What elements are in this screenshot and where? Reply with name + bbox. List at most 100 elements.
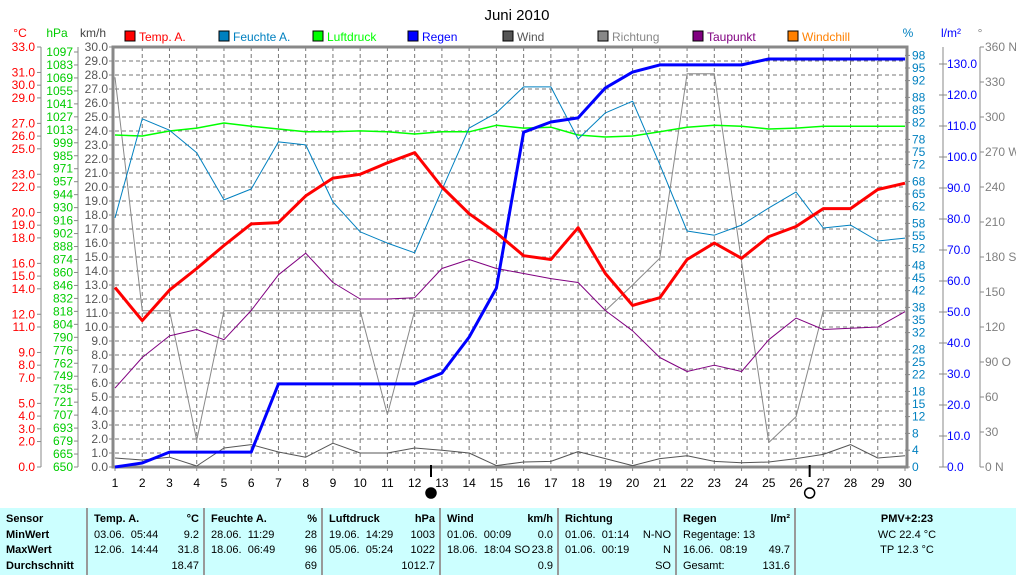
legend-label: Regen [422,30,457,44]
moon-phases [425,465,816,499]
day-tick-label: 18 [571,476,585,490]
rain-tick-label: 70.0 [947,243,971,257]
wind-tick-label: 29.0 [85,54,109,68]
pressure-tick-label: 930 [53,201,73,215]
day-tick-label: 26 [789,476,803,490]
wind-tick-label: 19.0 [85,194,109,208]
legend-label: Taupunkt [707,30,756,44]
day-tick-label: 6 [248,476,255,490]
cell-value: 1003 [410,528,435,541]
cell-value: 1022 [410,544,435,556]
temp-tick-label: 8.0 [18,358,35,372]
table-row: 18.06. 06:49 96 [211,543,317,559]
column-unit: l/m² [770,513,790,525]
cell-value: 9.2 [183,528,199,541]
day-tick-label: 13 [435,476,449,490]
humidity-tick-label: 55 [912,229,926,243]
day-tick-label: 7 [275,476,282,490]
table-row: 12.06. 14:44 31.8 [94,543,199,559]
direction-tick-label: 150 [985,285,1005,299]
column-header: Luftdruck [329,513,380,525]
dewpoint-value: TP 12.3 °C [880,544,934,556]
temp-tick-label: 23.0 [12,167,36,181]
day-tick-label: 3 [166,476,173,490]
wind-tick-label: 30.0 [85,40,109,54]
cell-label: 03.06. 05:44 [94,528,159,541]
cell-value: 28 [304,528,317,541]
pressure-tick-label: 665 [53,447,73,461]
table-row: 18.47 [94,559,199,575]
direction-tick-label: 90 O [985,355,1011,369]
table-column-sensor: Sensor MinWert MaxWert Durchschnitt [0,508,88,575]
temp-tick-label: 14.0 [12,282,36,296]
pressure-tick-label: 985 [53,149,73,163]
column-header: Temp. A. [94,513,140,525]
cell-label: 28.06. 11:29 [211,528,275,541]
wind-tick-label: 16.0 [85,236,109,250]
humidity-tick-label: 12 [912,410,926,424]
table-header: Feuchte A.% [211,512,317,528]
humidity-tick-label: 82 [912,116,926,130]
pressure-tick-label: 650 [53,460,73,474]
temp-tick-label: 30.0 [12,78,36,92]
legend-label: Feuchte A. [233,30,290,44]
pressure-tick-label: 721 [53,395,73,409]
table-header: Temp. A. °C [94,512,199,528]
column-unit: °C [186,513,199,525]
weather-chart: Juni 2010 °C0.02.03.04.05.07.08.09.011.0… [12,7,1016,499]
table-column-wind: Wind km/h 01.06. 00:09 0.0 18.06. 18:04 SO 23… [441,508,559,575]
cell-label: 16.06. 08:19 [683,544,748,556]
wind-tick-label: 18.0 [85,208,109,222]
wind-tick-label: 3.0 [91,418,108,432]
wind-tick-label: 27.0 [85,82,109,96]
legend-swatch [692,30,704,42]
wind-tick-label: 9.0 [91,334,108,348]
rain-tick-label: 60.0 [947,274,971,288]
series-line-wind [114,442,906,467]
wind-tick-label: 11.0 [86,306,109,320]
grid [111,45,909,469]
pressure-tick-label: 1027 [46,110,73,124]
day-tick-label: 1 [112,476,119,490]
legend-label: Richtung [612,30,659,44]
temp-tick-label: 29.0 [12,91,36,105]
pressure-tick-label: 957 [53,175,73,189]
table-header: Richtung [565,512,671,528]
pressure-tick-label: 1013 [46,123,73,137]
full-moon-icon [425,487,437,499]
cell-label: Regentage: 13 [683,528,756,541]
wind-tick-label: 10.0 [85,320,109,334]
humidity-tick-label: 32 [912,326,926,340]
humidity-axis-unit: % [903,26,914,40]
pressure-tick-label: 762 [53,356,73,370]
humidity-tick-label: 25 [912,355,926,369]
day-tick-label: 25 [762,476,776,490]
temp-tick-label: 9.0 [18,345,35,359]
table-header: Wind km/h [447,512,553,528]
rain-tick-label: 50.0 [947,305,971,319]
rain-tick-label: 110.0 [947,119,976,133]
temp-axis-unit: °C [13,26,27,40]
pressure-tick-label: 944 [53,188,73,202]
wind-tick-label: 25.0 [85,110,109,124]
column-unit: km/h [527,513,553,525]
wind-tick-label: 6.0 [91,376,108,390]
pressure-tick-label: 902 [53,227,73,241]
cell-label: 01.06. 00:19 [565,544,630,556]
legend-swatch [124,30,136,42]
cell-label: MinWert [6,528,50,541]
day-tick-label: 27 [817,476,831,490]
wind-tick-label: 28.0 [85,68,109,82]
cell-value: 1012.7 [401,559,435,572]
direction-axis-unit: ° [978,26,983,40]
cell-value: 49.7 [768,544,790,556]
legend-item: Regen [407,30,457,44]
cell-value: N [663,544,671,556]
table-row: 16.06. 08:19 49.7 [683,543,790,559]
table-row: 05.06. 05:24 1022 [329,543,435,559]
day-tick-label: 10 [353,476,367,490]
pressure-tick-label: 971 [53,162,73,176]
humidity-tick-label: 35 [912,313,926,327]
wind-tick-label: 24.0 [85,124,109,138]
pressure-tick-label: 735 [53,382,73,396]
